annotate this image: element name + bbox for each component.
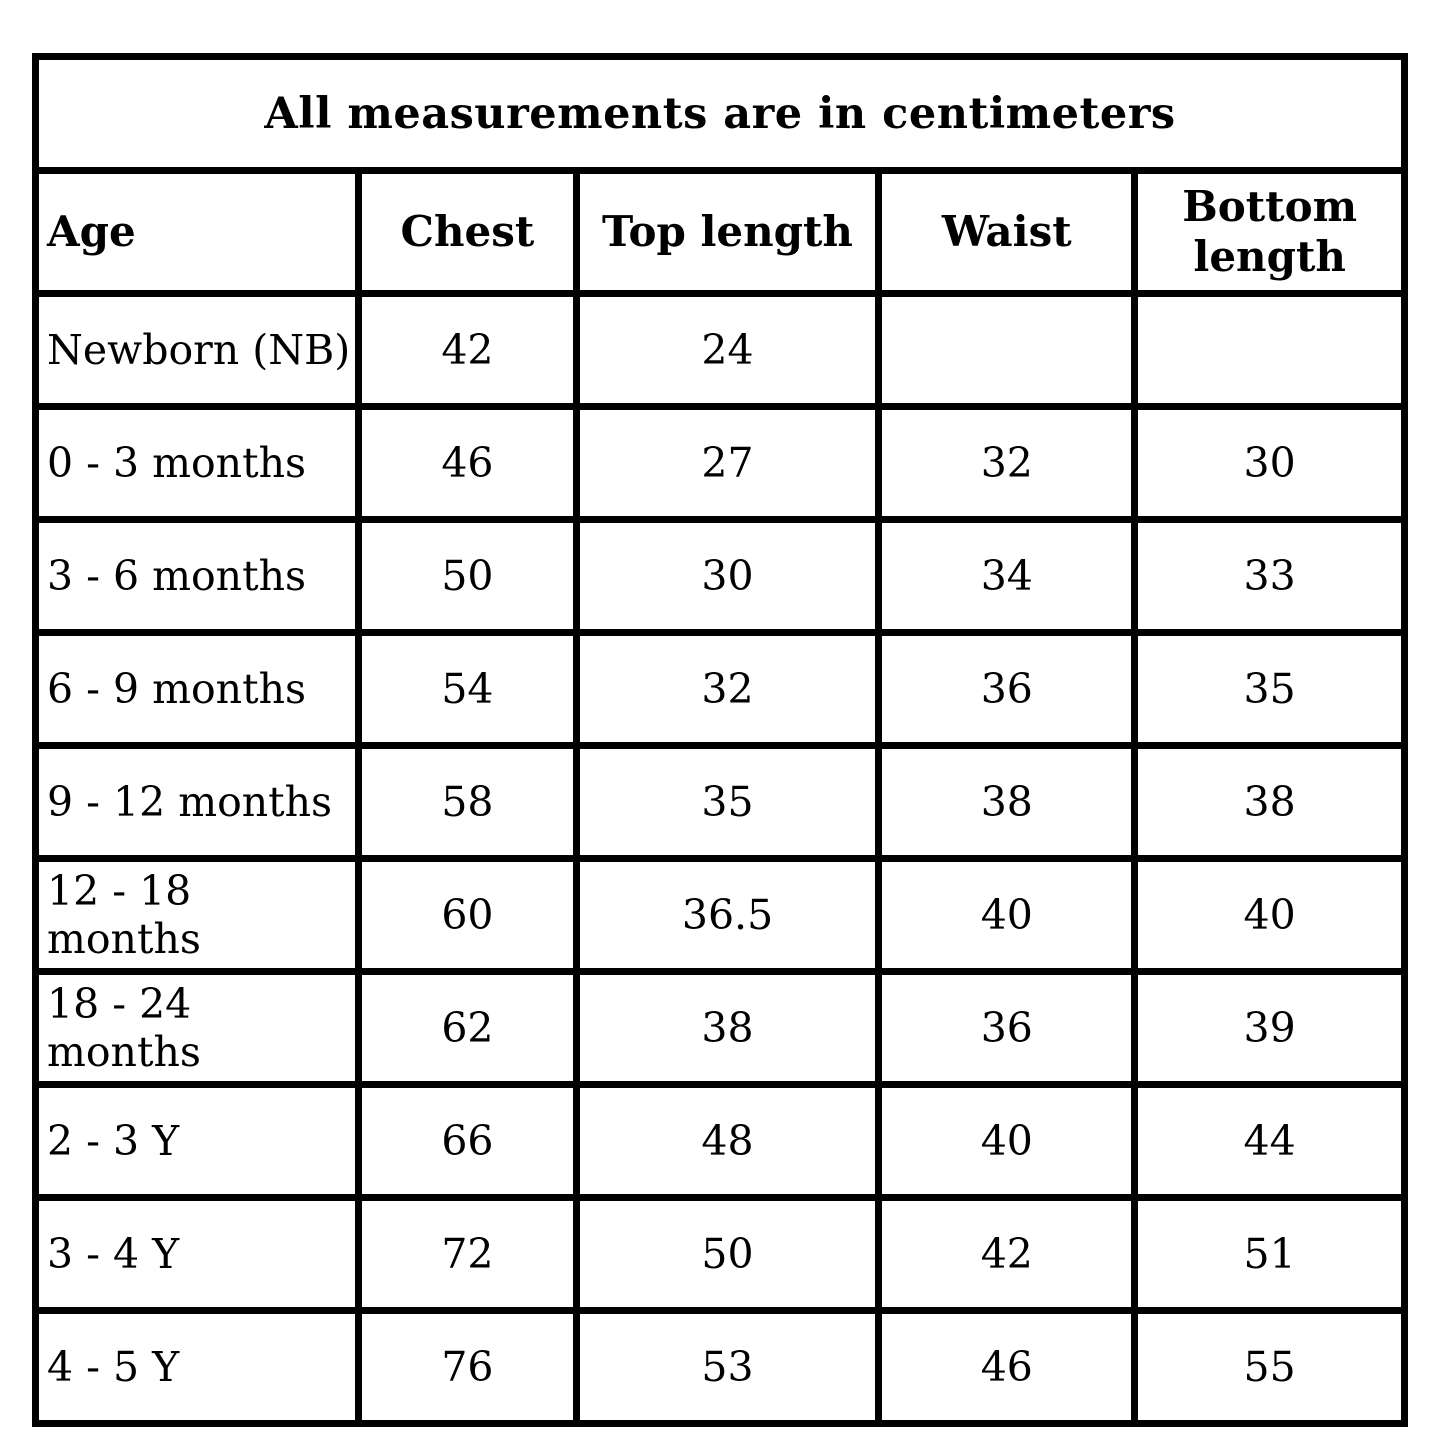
- chest-cell: 50: [355, 516, 580, 636]
- waist-cell: 36: [875, 629, 1139, 749]
- top-length-cell: 35: [572, 742, 883, 862]
- age-cell: Newborn (NB): [31, 290, 363, 410]
- top-length-cell: 32: [572, 629, 883, 749]
- table-row-0-3-months: 0 - 3 months 46 27 32 30: [31, 403, 1408, 523]
- age-cell: 3 - 4 Y: [31, 1194, 363, 1314]
- table-row-9-12-months: 9 - 12 months 58 35 38 38: [31, 742, 1408, 862]
- age-cell: 3 - 6 months: [31, 516, 363, 636]
- size-chart-table: All measurements are in centimeters Age …: [31, 53, 1408, 1427]
- title-row: All measurements are in centimeters: [32, 53, 1408, 174]
- chest-cell: 72: [355, 1194, 580, 1314]
- chest-cell: 54: [355, 629, 580, 749]
- table-row-3-6-months: 3 - 6 months 50 30 34 33: [31, 516, 1408, 636]
- table-row-12-18-months: 12 - 18 months 60 36.5 40 40: [31, 855, 1408, 975]
- column-header-age: Age: [31, 167, 363, 297]
- top-length-cell: 30: [572, 516, 883, 636]
- column-header-top-length: Top length: [572, 167, 883, 297]
- chest-cell: 60: [355, 855, 580, 975]
- column-header-waist: Waist: [875, 167, 1139, 297]
- top-length-cell: 27: [572, 403, 883, 523]
- bottom-length-cell: 33: [1131, 516, 1408, 636]
- top-length-cell: 53: [572, 1307, 883, 1427]
- bottom-length-cell: 39: [1131, 968, 1408, 1088]
- top-length-cell: 50: [572, 1194, 883, 1314]
- waist-cell: 38: [875, 742, 1139, 862]
- chest-cell: 46: [355, 403, 580, 523]
- waist-cell: 46: [875, 1307, 1139, 1427]
- header-row: Age Chest Top length Waist Bottom length: [31, 167, 1408, 297]
- bottom-length-cell: 40: [1131, 855, 1408, 975]
- chest-cell: 62: [355, 968, 580, 1088]
- age-cell: 2 - 3 Y: [31, 1081, 363, 1201]
- table-row-18-24-months: 18 - 24 months 62 38 36 39: [31, 968, 1408, 1088]
- bottom-length-cell: 51: [1131, 1194, 1408, 1314]
- top-length-cell: 48: [572, 1081, 883, 1201]
- age-cell: 4 - 5 Y: [31, 1307, 363, 1427]
- waist-cell: 40: [875, 855, 1139, 975]
- bottom-length-cell: 35: [1131, 629, 1408, 749]
- age-cell: 12 - 18 months: [31, 855, 363, 975]
- top-length-cell: 24: [572, 290, 883, 410]
- waist-cell: 40: [875, 1081, 1139, 1201]
- column-header-chest: Chest: [355, 167, 580, 297]
- waist-cell: [875, 290, 1139, 410]
- top-length-cell: 38: [572, 968, 883, 1088]
- waist-cell: 36: [875, 968, 1139, 1088]
- bottom-length-cell: 44: [1131, 1081, 1408, 1201]
- top-length-cell: 36.5: [572, 855, 883, 975]
- table-row-2-3-y: 2 - 3 Y 66 48 40 44: [31, 1081, 1408, 1201]
- table-row-6-9-months: 6 - 9 months 54 32 36 35: [31, 629, 1408, 749]
- age-cell: 0 - 3 months: [31, 403, 363, 523]
- age-cell: 18 - 24 months: [31, 968, 363, 1088]
- column-header-bottom-length: Bottom length: [1131, 167, 1408, 297]
- bottom-length-cell: 30: [1131, 403, 1408, 523]
- table-row-newborn: Newborn (NB) 42 24: [31, 290, 1408, 410]
- table-row-3-4-y: 3 - 4 Y 72 50 42 51: [31, 1194, 1408, 1314]
- bottom-length-cell: 38: [1131, 742, 1408, 862]
- age-cell: 9 - 12 months: [31, 742, 363, 862]
- table-title: All measurements are in centimeters: [32, 53, 1408, 174]
- chest-cell: 42: [355, 290, 580, 410]
- chest-cell: 58: [355, 742, 580, 862]
- bottom-length-cell: 55: [1131, 1307, 1408, 1427]
- chest-cell: 76: [355, 1307, 580, 1427]
- chest-cell: 66: [355, 1081, 580, 1201]
- waist-cell: 34: [875, 516, 1139, 636]
- table-row-4-5-y: 4 - 5 Y 76 53 46 55: [31, 1307, 1408, 1427]
- waist-cell: 42: [875, 1194, 1139, 1314]
- bottom-length-cell: [1131, 290, 1408, 410]
- age-cell: 6 - 9 months: [31, 629, 363, 749]
- waist-cell: 32: [875, 403, 1139, 523]
